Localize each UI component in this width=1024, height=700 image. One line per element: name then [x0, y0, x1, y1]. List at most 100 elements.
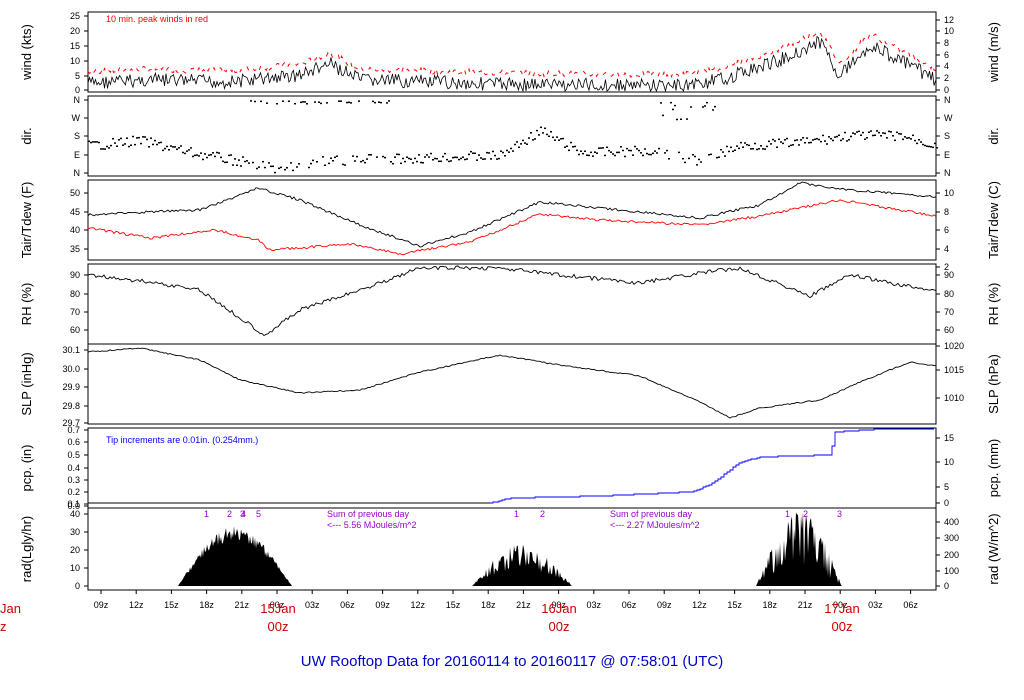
direction-point [788, 145, 790, 148]
direction-point [812, 139, 814, 141]
x-tick-label: 12z [411, 600, 426, 610]
direction-point [758, 148, 760, 150]
direction-point [530, 132, 532, 134]
direction-point [738, 147, 740, 150]
direction-point [684, 161, 686, 164]
right-tick-label: 6 [944, 225, 949, 235]
direction-point [644, 148, 646, 150]
direction-point [104, 148, 106, 150]
direction-point [862, 131, 864, 134]
x-tick-label: 15z [164, 600, 179, 610]
precip-annotation: Tip increments are 0.01in. (0.254mm.) [106, 435, 258, 445]
direction-point [244, 160, 246, 163]
direction-point [580, 150, 582, 152]
direction-point [332, 160, 334, 162]
day-label-hour: 00z [832, 619, 853, 634]
direction-point [582, 152, 584, 155]
tdew-series [87, 199, 937, 256]
direction-point [664, 152, 666, 154]
direction-point [284, 168, 286, 171]
direction-point [730, 146, 732, 149]
direction-point [792, 144, 794, 146]
direction-point [626, 147, 628, 150]
direction-point [670, 101, 672, 104]
direction-point [116, 145, 118, 147]
direction-point [414, 157, 416, 160]
direction-point [442, 155, 444, 158]
y-axis-label-right: SLP (hPa) [986, 354, 1001, 414]
direction-point [588, 154, 590, 157]
direction-point [210, 154, 212, 156]
left-tick-label: 15 [70, 41, 80, 51]
direction-point [340, 100, 342, 102]
x-tick-label: 18z [481, 600, 496, 610]
direction-point [934, 142, 936, 145]
direction-point [342, 163, 344, 166]
direction-point [350, 102, 352, 104]
direction-point [382, 155, 384, 158]
direction-point [594, 151, 596, 153]
direction-point [278, 167, 280, 170]
left-tick-label: 0 [75, 581, 80, 591]
direction-point [752, 147, 754, 150]
direction-point [88, 140, 90, 143]
direction-point [736, 145, 738, 147]
radiation-day2 [472, 544, 572, 586]
direction-point [836, 135, 838, 138]
direction-point [170, 145, 172, 147]
direction-point [470, 150, 472, 153]
rad-hour-mark: 4 [241, 509, 246, 519]
direction-point [760, 145, 762, 147]
right-tick-label: 8 [944, 38, 949, 48]
left-tick-label: 0.1 [67, 499, 80, 509]
direction-point [876, 130, 878, 132]
direction-point [908, 137, 910, 139]
direction-point [184, 152, 186, 155]
direction-point [572, 146, 574, 148]
direction-point [528, 137, 530, 139]
direction-point [562, 137, 564, 140]
direction-point [242, 156, 244, 158]
direction-point [648, 153, 650, 156]
direction-point [604, 154, 606, 157]
direction-point [176, 148, 178, 151]
direction-point [928, 145, 930, 148]
y-axis-label-right: wind (m/s) [986, 22, 1001, 83]
direction-point [624, 155, 626, 158]
temp-panel [87, 179, 937, 261]
direction-point [892, 135, 894, 137]
left-tick-label: 10 [70, 56, 80, 66]
direction-point [228, 154, 230, 157]
direction-point [704, 105, 706, 107]
direction-point [198, 155, 200, 157]
direction-point [888, 130, 890, 133]
direction-point [570, 141, 572, 144]
left-tick-label: 90 [70, 270, 80, 280]
direction-point [522, 139, 524, 142]
direction-point [248, 162, 250, 164]
direction-point [798, 144, 800, 146]
direction-point [266, 102, 268, 104]
x-tick-label: 21z [798, 600, 813, 610]
direction-point [650, 153, 652, 156]
direction-point [422, 162, 424, 164]
direction-point [514, 143, 516, 146]
direction-point [282, 100, 284, 102]
direction-point [392, 162, 394, 165]
direction-point [474, 152, 476, 155]
direction-point [748, 144, 750, 147]
panel-frames [87, 11, 937, 591]
direction-point [802, 137, 804, 139]
left-tick-label: 35 [70, 244, 80, 254]
direction-point [462, 156, 464, 158]
rad-sum-note-2b: <--- 2.27 MJoules/m^2 [610, 520, 700, 530]
direction-point [568, 149, 570, 152]
direction-point [672, 108, 674, 111]
left-tick-label: 0.3 [67, 475, 80, 485]
direction-point [384, 156, 386, 159]
direction-point [90, 141, 92, 144]
direction-point [286, 167, 288, 169]
data-traces [87, 30, 938, 586]
left-tick-label: 0.4 [67, 463, 80, 473]
x-tick-label: 03z [868, 600, 883, 610]
